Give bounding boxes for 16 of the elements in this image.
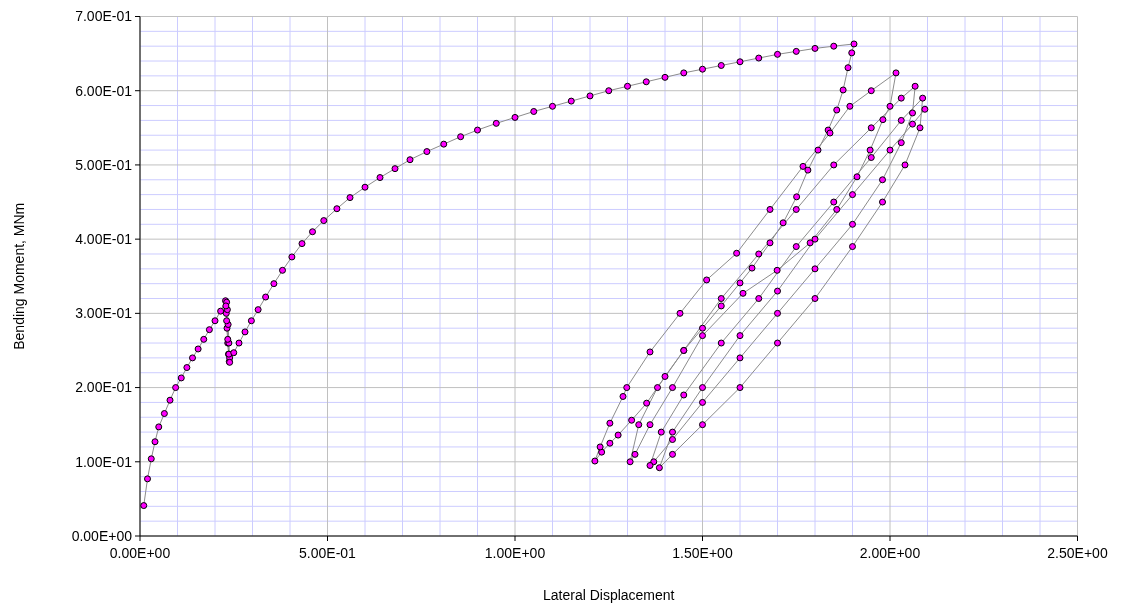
x-tick-label: 0.00E+00 [109,545,171,561]
y-tick-label: 2.00E-01 [75,379,133,396]
y-tick-label: 0.00E+00 [71,527,133,544]
y-tick-label: 6.00E-01 [75,82,133,99]
y-axis-title: Bending Moment, MNm [11,202,27,350]
y-tick-label: 7.00E-01 [75,8,133,25]
y-tick-label: 5.00E-01 [75,156,133,173]
x-tick-label: 1.50E+00 [672,545,733,561]
x-axis-title: Lateral Displacement [542,587,675,603]
x-tick-label: 2.50E+00 [1047,545,1108,561]
y-tick-label: 4.00E-01 [75,231,133,248]
x-tick-label: 1.00E+00 [484,545,546,561]
y-tick-label: 3.00E-01 [75,305,133,322]
y-tick-label: 1.00E-01 [75,453,133,470]
x-tick-label: 5.00E-01 [299,545,357,561]
x-tick-label: 2.00E+00 [859,545,921,561]
